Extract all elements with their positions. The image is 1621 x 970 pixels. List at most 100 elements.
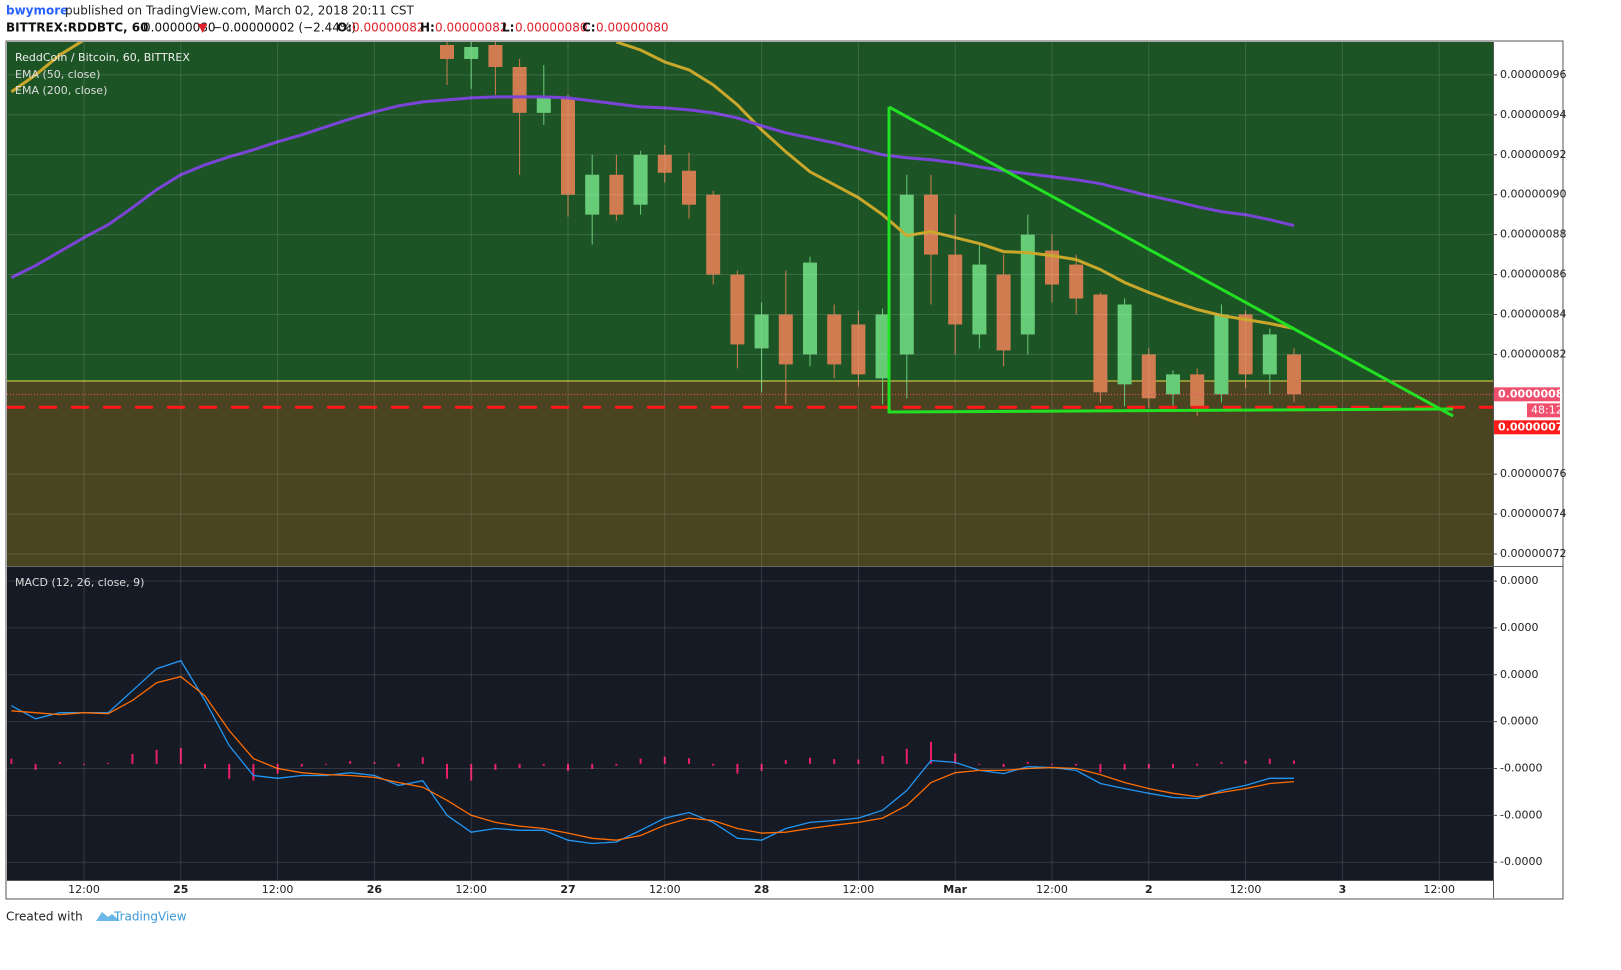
x-tick-label: 12:00: [649, 883, 681, 896]
line: [11, 659, 1294, 845]
zone-lower: [7, 381, 1493, 566]
histogram-bar: [228, 763, 231, 779]
histogram-bar: [736, 763, 739, 774]
logo: [96, 912, 120, 921]
histogram-bar: [1147, 763, 1150, 769]
histogram-bar: [542, 763, 545, 766]
histogram-bar: [131, 753, 134, 764]
histogram-bar: [978, 763, 981, 765]
price-label-box: [1494, 387, 1560, 402]
candle-body: [536, 96, 551, 113]
y-tick-label: 0.0000: [1500, 715, 1539, 728]
y-tick-label: 0.00000082: [1500, 347, 1566, 360]
histogram-bar: [954, 753, 957, 764]
y-tick-label: 0.00000084: [1500, 307, 1566, 320]
o: 0.00000082: [352, 21, 425, 35]
histogram-bar: [688, 758, 690, 764]
histogram-bar: [446, 763, 448, 779]
y-tick-label: 0.0000: [1500, 668, 1539, 681]
hline-label: 0.00000079: [1498, 420, 1571, 433]
x-tick-label: 12:00: [1423, 883, 1455, 896]
y-tick-label: 0.0000: [1500, 621, 1539, 634]
histogram-bar: [905, 748, 908, 764]
candle-body: [924, 194, 938, 255]
candle-body: [682, 170, 696, 205]
candle-body: [1262, 334, 1277, 375]
chart-title: ReddCoin / Bitcoin, 60, BITTREX: [15, 51, 190, 64]
y-tick-label: 0.00000094: [1500, 108, 1566, 121]
y-tick-label: 0.0000: [1500, 574, 1539, 587]
histogram-bar: [857, 759, 860, 764]
x-tick-label: 26: [367, 883, 383, 896]
x-tick-label: 12:00: [1230, 883, 1262, 896]
y-tick-label: -0.0000: [1500, 808, 1542, 821]
candle-body: [1214, 314, 1229, 395]
triangle-drawing: [887, 107, 1454, 414]
candle-body: [996, 274, 1011, 351]
histogram-bar: [494, 763, 497, 770]
histogram-bar: [760, 763, 763, 771]
candle-body: [1117, 304, 1132, 385]
histogram-bar: [397, 763, 400, 767]
created: Created with: [6, 910, 83, 924]
candle-body: [972, 264, 987, 335]
x-tick-label: 3: [1339, 883, 1347, 896]
candle-body: [633, 154, 648, 205]
histogram-bar: [107, 762, 110, 764]
h-key: H:: [420, 21, 435, 35]
candle-body: [488, 44, 503, 67]
last: 0.00000080: [143, 21, 216, 35]
histogram-bar: [833, 759, 836, 764]
author[interactable]: bwymore: [6, 4, 68, 18]
histogram-bar: [663, 756, 666, 764]
macd-plot: [10, 659, 1295, 845]
histogram-bar: [204, 763, 206, 769]
candle-body: [1069, 264, 1084, 299]
histogram-bar: [83, 763, 85, 765]
histogram-bar: [1196, 763, 1199, 766]
countdown-box: [1527, 403, 1560, 418]
candle-body: [1093, 294, 1108, 393]
candle-body: [585, 174, 600, 215]
symbol-line: BITTREX:RDDBTC, 60 0.00000080 ▼ −0.00000…: [6, 21, 669, 35]
x-tick-label: 25: [173, 883, 188, 896]
candle-body: [1020, 234, 1035, 335]
histogram-bar: [155, 749, 158, 764]
histogram-bar: [179, 747, 182, 764]
x-tick-label: 12:00: [1036, 883, 1068, 896]
histogram-bar: [567, 763, 569, 771]
y-tick-label: 0.00000072: [1500, 547, 1566, 560]
candle-body: [754, 314, 769, 349]
price-label: 0.00000080: [1498, 387, 1571, 400]
candle-body: [1045, 250, 1059, 285]
candle-body: [1141, 354, 1156, 399]
legend-entry: EMA (50, close): [15, 68, 100, 81]
brand[interactable]: TradingView: [113, 910, 187, 924]
candle-body: [609, 174, 624, 215]
candle-body: [1238, 314, 1253, 375]
histogram-bar: [1026, 761, 1029, 764]
candle-body: [827, 314, 842, 365]
x-tick-label: 27: [560, 883, 575, 896]
histogram-bar: [615, 763, 618, 766]
histogram-bar: [1293, 760, 1295, 764]
histogram-bar: [470, 763, 473, 781]
chart-layer: 12:00 25 12:00 26 12:00 27 12:00 28 12:00 Mar 12:0…: [7, 42, 1571, 896]
candle-body: [464, 46, 479, 59]
candle-body: [1190, 374, 1205, 407]
line: [10, 42, 1295, 330]
histogram-bar: [518, 763, 521, 769]
histogram-bar: [591, 763, 594, 769]
histogram-bar: [712, 763, 715, 766]
histogram-bar: [421, 757, 424, 764]
candle-body: [803, 262, 817, 355]
histogram-bar: [784, 760, 787, 764]
histogram-bar: [252, 763, 255, 781]
candle-body: [851, 324, 866, 375]
x-tick-label: 28: [754, 883, 769, 896]
countdown: 48:12: [1531, 403, 1563, 416]
histogram-bar: [1220, 761, 1223, 764]
histogram-bar: [349, 760, 352, 764]
c: 0.00000080: [596, 21, 669, 35]
l-key: L:: [502, 21, 514, 35]
